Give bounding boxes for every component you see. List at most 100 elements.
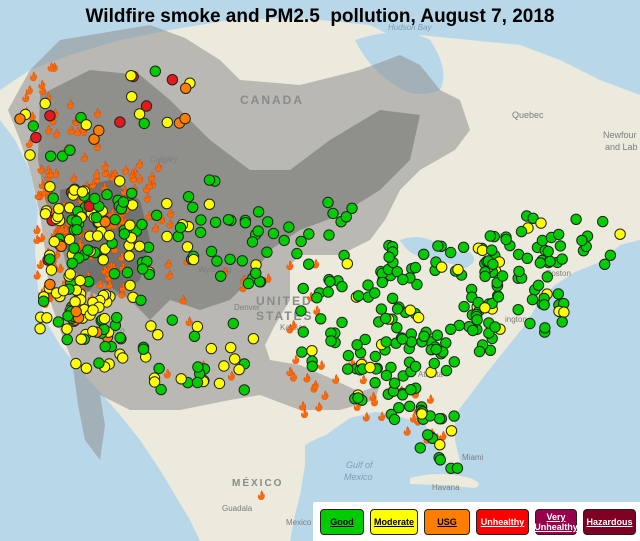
air-monitor-marker[interactable] bbox=[133, 108, 146, 120]
air-monitor-marker[interactable] bbox=[535, 217, 547, 229]
air-monitor-marker[interactable] bbox=[440, 364, 453, 377]
air-monitor-marker[interactable] bbox=[125, 70, 137, 82]
air-monitor-marker[interactable] bbox=[296, 346, 308, 358]
air-monitor-marker[interactable] bbox=[30, 131, 42, 144]
air-monitor-marker[interactable] bbox=[37, 295, 50, 307]
air-monitor-marker[interactable] bbox=[597, 215, 609, 228]
air-monitor-marker[interactable] bbox=[97, 254, 110, 266]
air-monitor-marker[interactable] bbox=[227, 317, 240, 330]
air-monitor-marker[interactable] bbox=[267, 227, 280, 240]
air-monitor-marker[interactable] bbox=[180, 82, 192, 95]
air-monitor-marker[interactable] bbox=[205, 342, 218, 355]
air-monitor-marker[interactable] bbox=[45, 264, 58, 276]
air-monitor-marker[interactable] bbox=[479, 270, 491, 282]
air-monitor-marker[interactable] bbox=[457, 241, 470, 254]
air-monitor-marker[interactable] bbox=[445, 246, 457, 259]
air-monitor-marker[interactable] bbox=[614, 228, 626, 240]
air-monitor-marker[interactable] bbox=[436, 261, 448, 273]
air-monitor-marker[interactable] bbox=[388, 413, 401, 426]
air-monitor-marker[interactable] bbox=[291, 247, 303, 260]
air-monitor-marker[interactable] bbox=[380, 312, 392, 325]
air-monitor-marker[interactable] bbox=[64, 268, 77, 280]
air-monitor-marker[interactable] bbox=[70, 357, 82, 370]
air-monitor-marker[interactable] bbox=[297, 282, 309, 295]
air-monitor-marker[interactable] bbox=[386, 292, 399, 304]
air-monitor-marker[interactable] bbox=[327, 207, 339, 220]
air-monitor-marker[interactable] bbox=[534, 257, 546, 269]
air-monitor-marker[interactable] bbox=[486, 244, 498, 256]
air-monitor-marker[interactable] bbox=[211, 255, 223, 267]
air-monitor-marker[interactable] bbox=[136, 263, 149, 275]
air-monitor-marker[interactable] bbox=[61, 323, 73, 335]
air-monitor-marker[interactable] bbox=[188, 330, 201, 342]
air-monitor-marker[interactable] bbox=[451, 462, 464, 474]
air-monitor-marker[interactable] bbox=[191, 376, 204, 389]
air-monitor-marker[interactable] bbox=[109, 213, 121, 226]
air-monitor-marker[interactable] bbox=[303, 258, 315, 270]
air-monitor-marker[interactable] bbox=[174, 221, 187, 234]
air-monitor-marker[interactable] bbox=[404, 304, 416, 316]
air-monitor-marker[interactable] bbox=[558, 306, 570, 318]
air-monitor-marker[interactable] bbox=[388, 377, 401, 389]
air-monitor-marker[interactable] bbox=[576, 234, 588, 247]
air-monitor-marker[interactable] bbox=[44, 253, 56, 265]
air-monitor-marker[interactable] bbox=[306, 345, 318, 357]
air-monitor-marker[interactable] bbox=[118, 228, 131, 240]
air-monitor-marker[interactable] bbox=[44, 278, 56, 291]
air-monitor-marker[interactable] bbox=[149, 65, 162, 77]
air-monitor-marker[interactable] bbox=[246, 236, 259, 248]
air-monitor-marker[interactable] bbox=[229, 353, 241, 365]
air-monitor-marker[interactable] bbox=[136, 218, 148, 231]
air-monitor-marker[interactable] bbox=[137, 343, 150, 355]
air-monitor-marker[interactable] bbox=[467, 324, 479, 337]
air-monitor-marker[interactable] bbox=[71, 224, 83, 236]
air-monitor-marker[interactable] bbox=[93, 124, 105, 137]
air-monitor-marker[interactable] bbox=[252, 225, 264, 237]
air-monitor-marker[interactable] bbox=[99, 340, 111, 353]
air-monitor-marker[interactable] bbox=[322, 196, 334, 209]
air-monitor-marker[interactable] bbox=[376, 276, 388, 289]
air-monitor-marker[interactable] bbox=[471, 314, 483, 326]
air-monitor-marker[interactable] bbox=[166, 74, 179, 86]
air-monitor-marker[interactable] bbox=[380, 336, 392, 348]
air-monitor-marker[interactable] bbox=[233, 363, 245, 376]
air-monitor-marker[interactable] bbox=[411, 278, 423, 291]
air-monitor-marker[interactable] bbox=[484, 344, 497, 356]
air-monitor-marker[interactable] bbox=[351, 339, 363, 351]
air-monitor-marker[interactable] bbox=[369, 350, 382, 363]
air-monitor-marker[interactable] bbox=[203, 198, 216, 211]
air-monitor-marker[interactable] bbox=[82, 244, 94, 256]
air-monitor-marker[interactable] bbox=[295, 305, 307, 317]
air-monitor-marker[interactable] bbox=[247, 333, 260, 345]
air-monitor-marker[interactable] bbox=[218, 360, 230, 372]
air-monitor-marker[interactable] bbox=[405, 384, 417, 396]
air-monitor-marker[interactable] bbox=[64, 144, 76, 156]
air-monitor-marker[interactable] bbox=[484, 230, 496, 242]
air-monitor-marker[interactable] bbox=[192, 361, 204, 373]
air-monitor-marker[interactable] bbox=[322, 286, 334, 298]
air-monitor-marker[interactable] bbox=[126, 187, 138, 200]
air-monitor-marker[interactable] bbox=[375, 303, 388, 315]
air-monitor-marker[interactable] bbox=[224, 253, 236, 265]
air-monitor-marker[interactable] bbox=[123, 250, 136, 262]
air-monitor-marker[interactable] bbox=[364, 361, 376, 374]
air-monitor-marker[interactable] bbox=[416, 408, 428, 420]
air-monitor-marker[interactable] bbox=[117, 196, 130, 208]
air-monitor-marker[interactable] bbox=[500, 233, 512, 246]
air-monitor-marker[interactable] bbox=[346, 202, 358, 215]
air-monitor-marker[interactable] bbox=[90, 211, 103, 224]
air-monitor-marker[interactable] bbox=[205, 245, 218, 258]
air-monitor-marker[interactable] bbox=[445, 425, 458, 437]
air-monitor-marker[interactable] bbox=[66, 257, 79, 269]
air-monitor-marker[interactable] bbox=[187, 201, 199, 214]
air-monitor-marker[interactable] bbox=[261, 246, 273, 258]
air-monitor-marker[interactable] bbox=[492, 291, 505, 303]
air-monitor-marker[interactable] bbox=[108, 268, 121, 280]
air-monitor-marker[interactable] bbox=[161, 230, 173, 243]
air-monitor-marker[interactable] bbox=[325, 335, 337, 347]
air-monitor-marker[interactable] bbox=[553, 228, 565, 241]
air-monitor-marker[interactable] bbox=[182, 191, 195, 203]
air-monitor-marker[interactable] bbox=[74, 274, 86, 287]
air-monitor-marker[interactable] bbox=[80, 119, 93, 131]
